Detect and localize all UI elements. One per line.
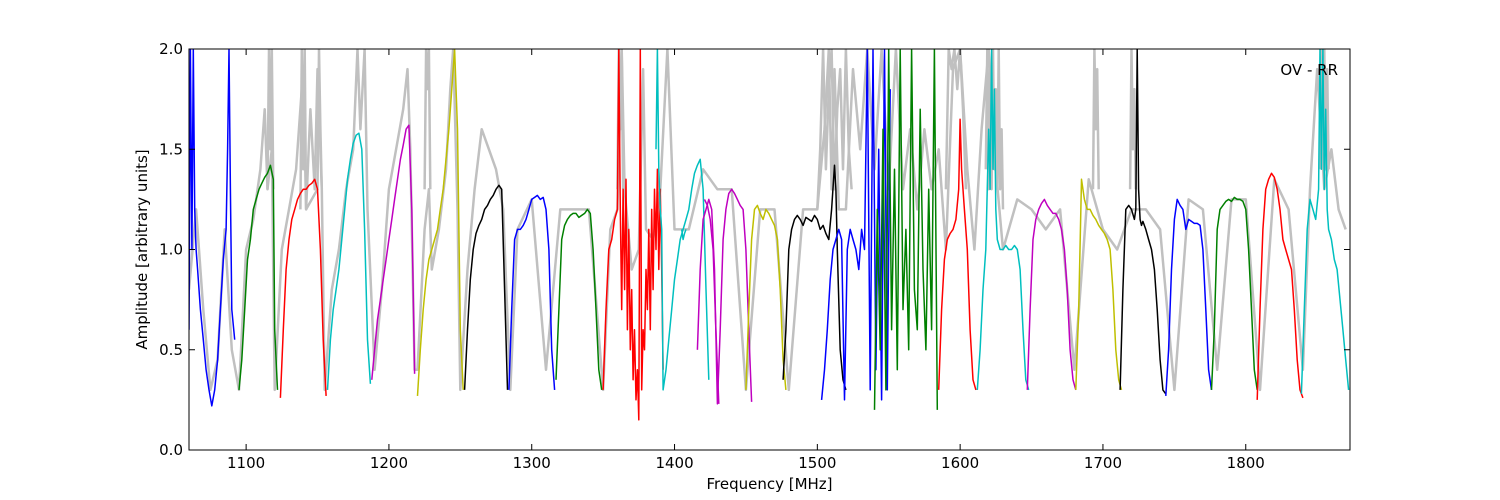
series-line-3	[326, 132, 372, 390]
series-line-16	[820, 49, 891, 401]
y-tick-label: 1.5	[159, 140, 183, 158]
series-line-4	[371, 124, 416, 380]
series-line-6	[463, 184, 509, 390]
series-line-5	[416, 49, 464, 396]
x-tick-label: 1600	[941, 454, 979, 472]
series-line-10	[655, 49, 710, 391]
background-line-1	[266, 49, 275, 190]
x-tick-label: 1100	[227, 454, 265, 472]
y-tick-label: 0.5	[159, 341, 183, 359]
background-line-3	[423, 49, 432, 190]
x-tick-label: 1700	[1084, 454, 1122, 472]
station-annotation: OV - RR	[1280, 61, 1338, 79]
x-axis: 1100 1200 1300 1400 1500 1600 1700 1800	[227, 49, 1265, 472]
series-line-19	[976, 49, 1030, 391]
y-tick-label: 1.0	[159, 241, 183, 259]
series-line-15	[782, 164, 847, 391]
background-line-5	[816, 49, 853, 210]
series-line-26	[1300, 49, 1350, 394]
series-line-14	[745, 204, 787, 390]
series-line-25	[1256, 172, 1304, 400]
x-axis-label: Frequency [MHz]	[706, 475, 832, 493]
y-tick-label: 2.0	[159, 40, 183, 58]
series-line-9	[602, 49, 664, 421]
series-line-11	[680, 229, 687, 241]
series-line-2	[279, 178, 327, 398]
y-tick-label: 0.0	[159, 441, 183, 459]
series-line-13	[703, 199, 720, 404]
background-line-8	[1091, 49, 1100, 190]
series-line-21	[1075, 178, 1123, 391]
x-tick-label: 1400	[655, 454, 693, 472]
series-line-8	[555, 208, 603, 391]
x-tick-label: 1200	[370, 454, 408, 472]
background-line-2	[299, 49, 324, 211]
series-line-18	[937, 118, 977, 391]
background-line-10	[1318, 49, 1330, 171]
series-line-17	[873, 49, 939, 410]
series-line-23	[1165, 198, 1213, 396]
series-group	[189, 49, 1350, 421]
background-line-9	[1128, 49, 1138, 190]
x-tick-label: 1500	[798, 454, 836, 472]
background-line-7	[984, 49, 1005, 210]
series-line-0	[189, 49, 236, 407]
series-line-1	[238, 164, 279, 390]
series-line-22	[1119, 49, 1167, 395]
x-tick-label: 1800	[1227, 454, 1265, 472]
background-line-6	[944, 49, 968, 190]
series-line-7	[508, 194, 556, 390]
series-line-20	[1026, 198, 1077, 391]
series-line-24	[1210, 196, 1258, 391]
y-axis: 0.0 0.5 1.0 1.5 2.0	[159, 40, 1350, 459]
x-tick-label: 1300	[513, 454, 551, 472]
series-line-12	[696, 188, 753, 405]
y-axis-label: Amplitude [arbitrary units]	[133, 149, 151, 349]
